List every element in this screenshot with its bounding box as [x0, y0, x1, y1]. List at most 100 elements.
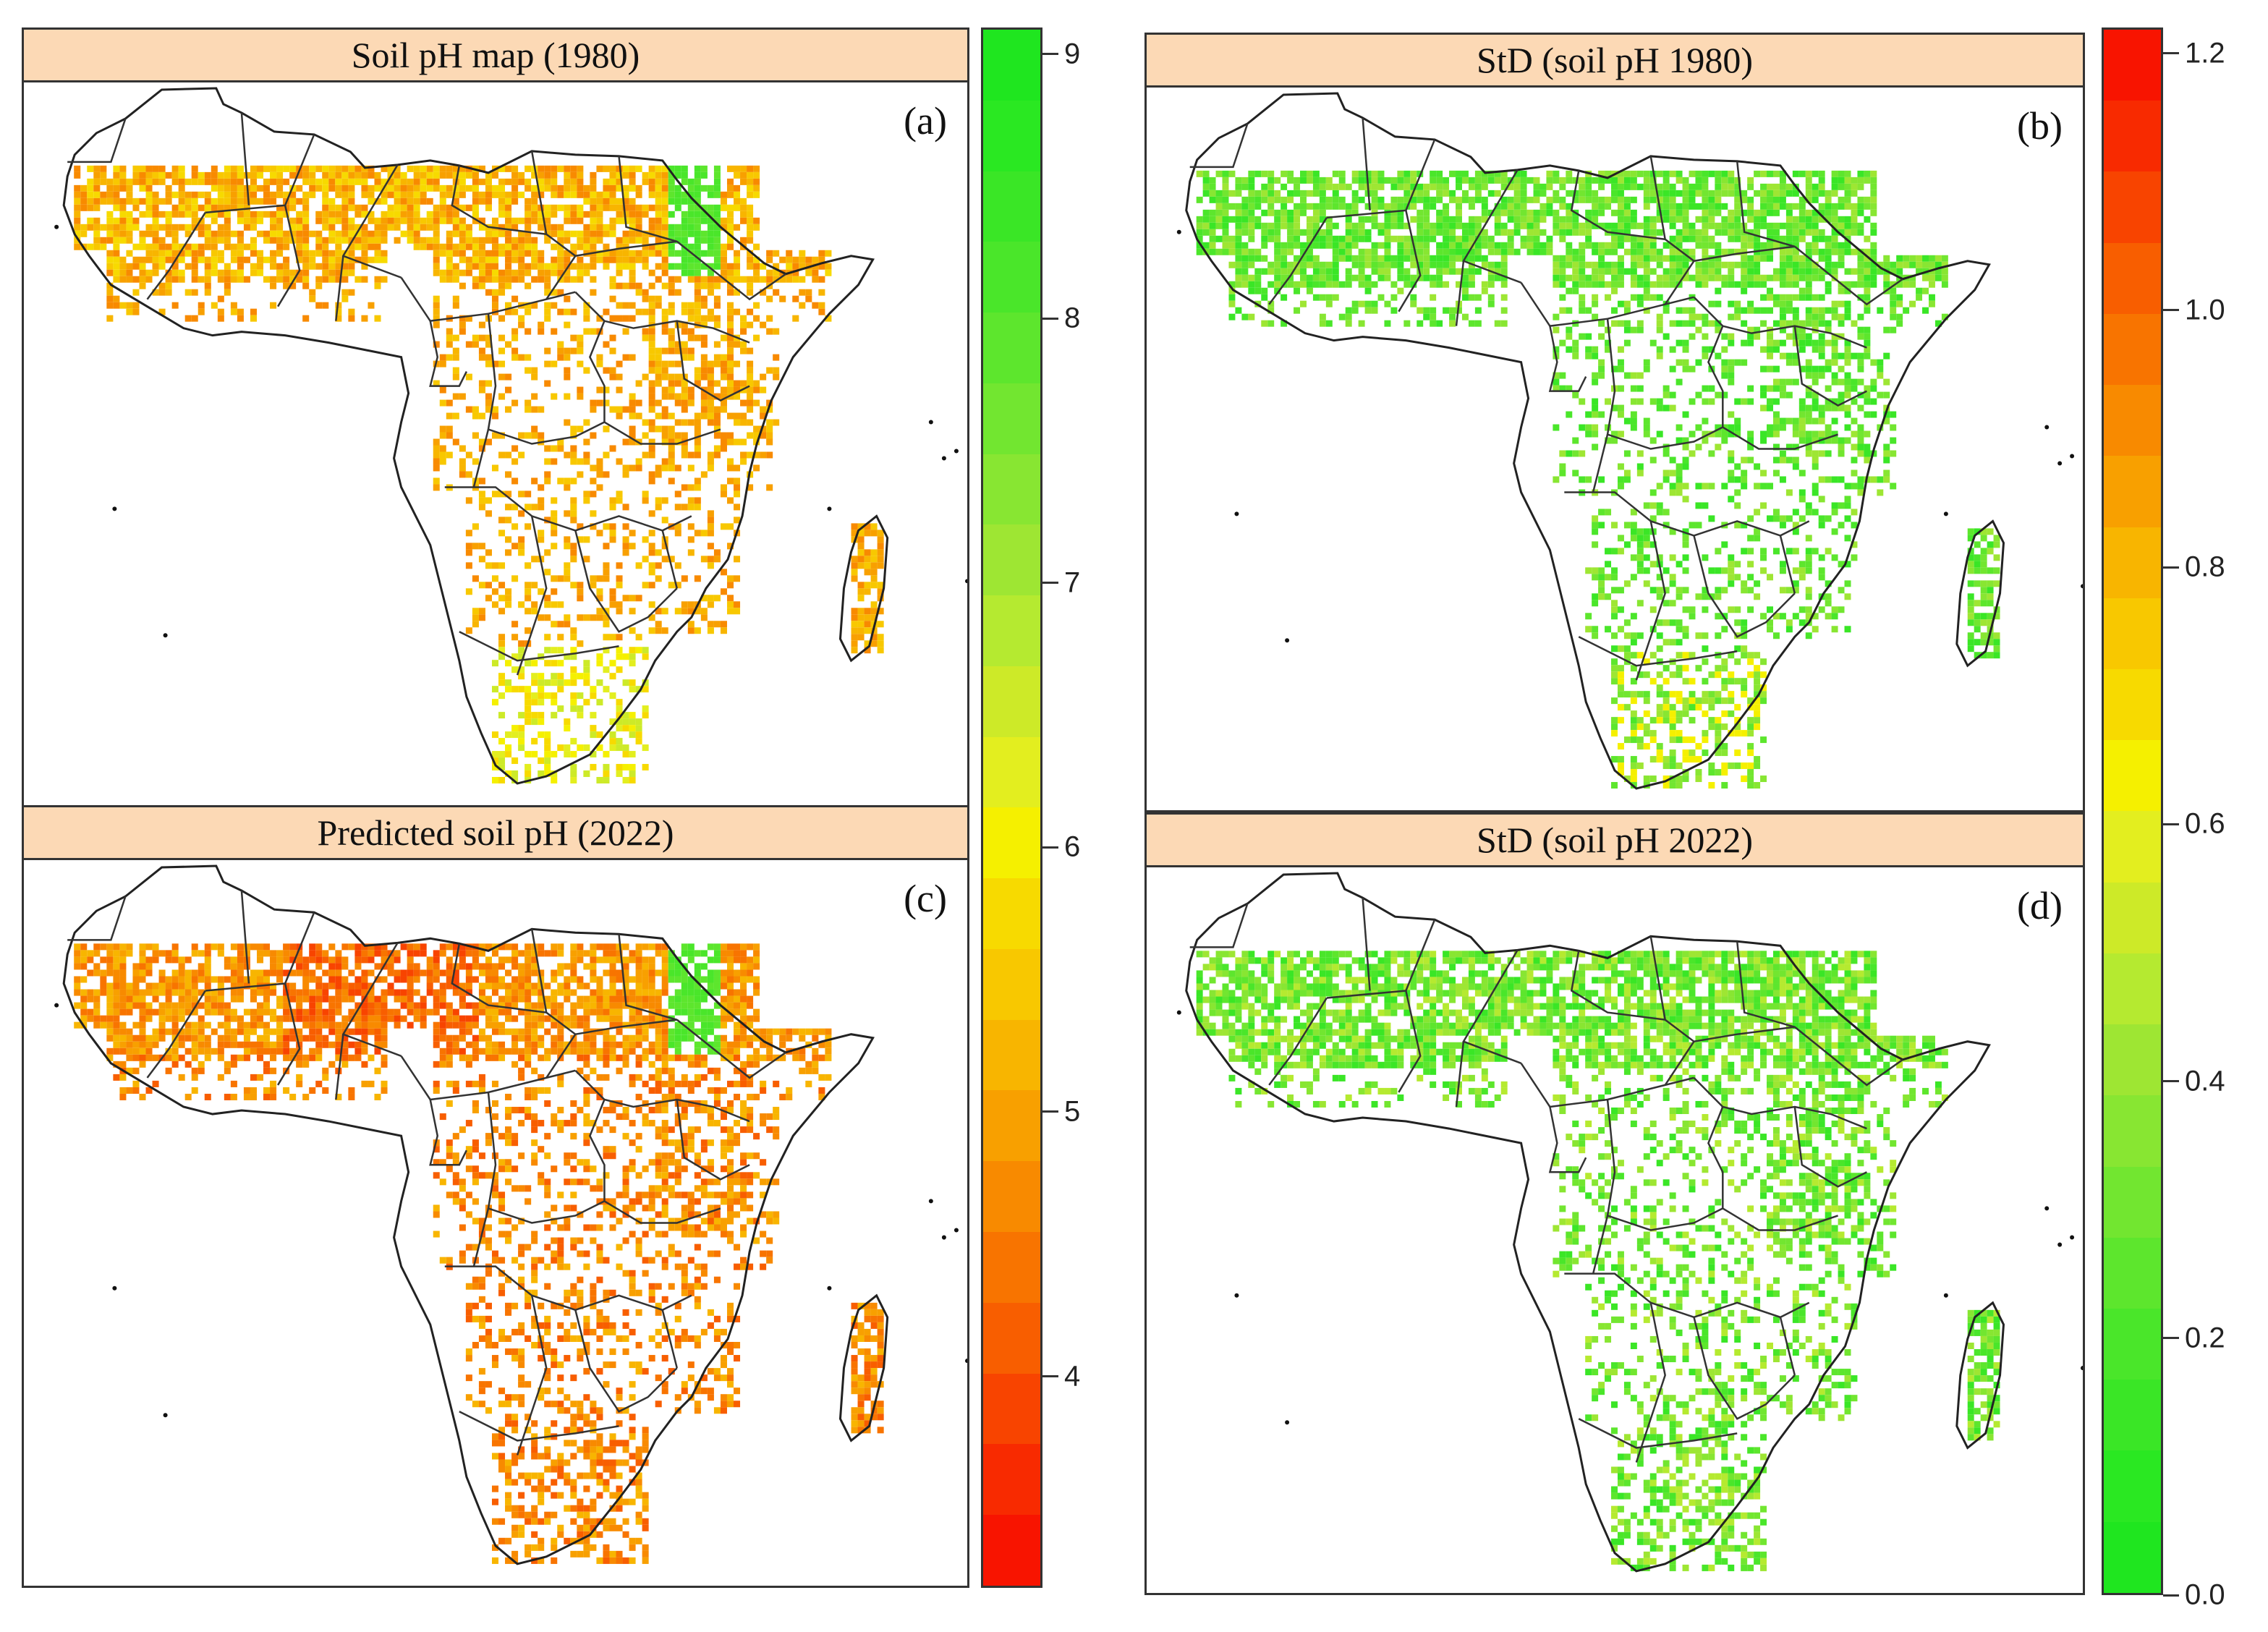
panel-title: StD (soil pH 2022) — [1147, 815, 2083, 867]
country-border — [277, 983, 301, 1086]
island — [941, 1235, 946, 1240]
colorbar-tick-label: 4 — [1064, 1360, 1081, 1393]
country-border — [1779, 535, 1796, 594]
country-border — [205, 134, 315, 214]
africa-map — [24, 82, 967, 805]
country-border — [472, 429, 490, 488]
island — [954, 449, 959, 454]
colorbar-segment — [2104, 953, 2161, 1025]
island — [1285, 638, 1290, 643]
colorbar-segment — [2104, 1308, 2161, 1380]
island — [827, 1285, 832, 1291]
country-border — [1592, 1215, 1609, 1274]
colorbar-tick-label: 9 — [1064, 38, 1081, 70]
colorbar-tick-label: 5 — [1064, 1095, 1081, 1128]
country-border — [1520, 1063, 1694, 1108]
panel-label: (b) — [2017, 104, 2063, 148]
colorbar-tick — [2163, 1337, 2179, 1340]
colorbar-segment — [983, 313, 1040, 383]
island — [928, 1199, 933, 1204]
colorbar-segment — [983, 524, 1040, 596]
colorbar-segment — [2104, 1024, 2161, 1096]
colorbar-segment — [983, 736, 1040, 808]
country-border — [589, 320, 721, 445]
coastline — [62, 87, 875, 785]
colorbar-tick-label: 1.2 — [2185, 37, 2225, 69]
coastline — [1185, 92, 1991, 790]
colorbar-tick-label: 6 — [1064, 830, 1081, 863]
colorbar-tick — [1042, 1110, 1058, 1113]
colorbar-segment — [983, 1444, 1040, 1516]
madagascar-outline — [1955, 519, 2005, 668]
country-border — [240, 112, 250, 205]
country-border — [1794, 1026, 1903, 1087]
country-border — [1398, 990, 1422, 1093]
colorbar-segment — [2104, 811, 2161, 883]
island — [1943, 511, 1948, 517]
island — [112, 1285, 117, 1291]
colorbar-tick-label: 0.4 — [2185, 1065, 2225, 1097]
panel-title: Predicted soil pH (2022) — [24, 807, 967, 860]
country-border — [1455, 1041, 1465, 1108]
island — [54, 1003, 59, 1008]
island — [2070, 1235, 2075, 1240]
island — [1943, 1293, 1948, 1298]
country-border — [487, 313, 606, 445]
country-border — [1635, 521, 1666, 681]
country-border — [341, 942, 402, 1057]
colorbar-tick — [1042, 1375, 1058, 1378]
country-border — [1664, 260, 1695, 305]
country-border — [451, 943, 547, 1013]
country-border — [1462, 169, 1522, 284]
country-border — [67, 896, 127, 941]
country-border — [1398, 210, 1422, 313]
country-border — [676, 1099, 750, 1181]
colorbar-segment — [2104, 1521, 2161, 1593]
country-border — [1707, 1106, 1838, 1231]
colorbar-segment — [2104, 1095, 2161, 1167]
island — [827, 506, 832, 511]
island — [2081, 1366, 2083, 1371]
colorbar-segment — [983, 666, 1040, 737]
colorbar-segment — [983, 878, 1040, 949]
country-border — [1693, 296, 1867, 349]
colorbar-segment — [983, 383, 1040, 454]
island — [2057, 461, 2063, 466]
ph-colorbar — [981, 27, 1042, 1588]
africa-map — [24, 860, 967, 1586]
island — [1176, 229, 1181, 234]
colorbar-tick-label: 0.8 — [2185, 551, 2225, 583]
country-border — [516, 1295, 548, 1455]
std-colorbar — [2102, 27, 2163, 1595]
country-border — [335, 255, 344, 321]
data-pixels — [74, 165, 884, 784]
country-border — [240, 891, 250, 984]
country-border — [1462, 949, 1522, 1064]
colorbar-segment — [983, 1019, 1040, 1091]
colorbar-segment — [2104, 456, 2161, 527]
country-border — [459, 631, 619, 662]
colorbar-segment — [2104, 30, 2161, 101]
colorbar-segment — [2104, 1380, 2161, 1451]
country-border — [545, 255, 577, 300]
country-border — [1570, 951, 1665, 1021]
island — [2044, 425, 2050, 430]
island — [112, 506, 117, 511]
panel-title: StD (soil pH 1980) — [1147, 35, 2083, 88]
island — [964, 579, 967, 584]
country-border — [1664, 1041, 1695, 1086]
country-border — [1693, 535, 1796, 638]
country-border — [574, 291, 750, 344]
colorbar-segment — [2104, 882, 2161, 953]
country-border — [676, 320, 750, 401]
colorbar-tick — [2163, 566, 2179, 569]
island — [2070, 454, 2075, 459]
island — [964, 1359, 967, 1364]
country-border — [1189, 123, 1249, 169]
country-border — [1592, 434, 1609, 493]
colorbar-tick-label: 1.0 — [2185, 294, 2225, 326]
country-border — [676, 1019, 786, 1079]
colorbar-tick-label: 0.2 — [2185, 1322, 2225, 1354]
panel-c-predicted-soil-ph-2022: Predicted soil pH (2022) (c) — [22, 805, 969, 1588]
colorbar-tick — [2163, 52, 2179, 55]
